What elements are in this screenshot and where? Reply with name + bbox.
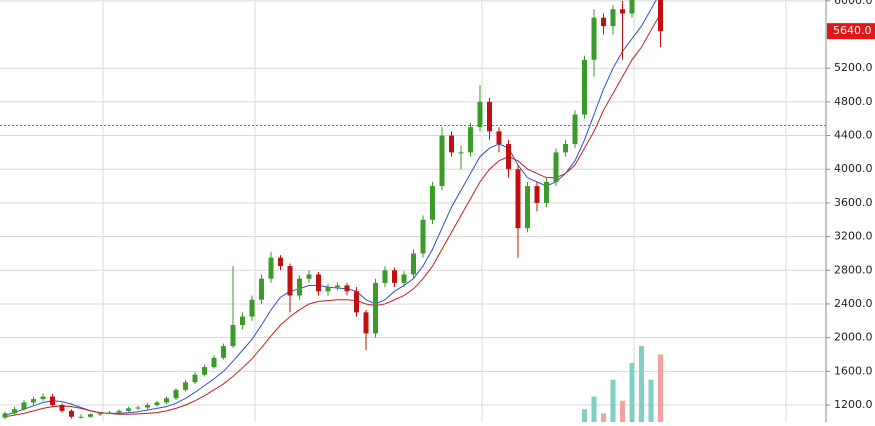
volume-bar xyxy=(629,362,635,422)
candle-body xyxy=(173,389,179,399)
candle-body xyxy=(2,413,8,418)
candle-body xyxy=(230,325,236,347)
y-tick-label: 6000.0 xyxy=(834,0,873,7)
y-tick-label: 5200.0 xyxy=(834,61,873,74)
y-tick-label: 4800.0 xyxy=(834,95,873,108)
average-line xyxy=(4,13,661,418)
candle-body xyxy=(658,0,663,32)
candle-body xyxy=(21,402,27,410)
candle-body xyxy=(620,9,625,14)
candle-body xyxy=(40,396,46,400)
candle-body xyxy=(610,9,616,27)
candle-body xyxy=(458,152,464,154)
candle-body xyxy=(563,143,568,153)
candle-body xyxy=(544,181,549,203)
candle-body xyxy=(363,312,369,334)
grid xyxy=(0,0,826,422)
candle-body xyxy=(420,219,426,254)
y-axis: 1200.0 1600.0 2000.0 2400.0 2800.0 3200.0 3600… xyxy=(826,0,875,411)
candle-body xyxy=(59,404,65,411)
y-tick-label: 4000.0 xyxy=(834,162,873,175)
candle-body xyxy=(430,186,435,220)
volume-bar xyxy=(601,413,606,422)
candle-body xyxy=(211,357,217,368)
candle-body xyxy=(135,407,141,409)
y-tick-label: 2000.0 xyxy=(834,331,873,344)
candle-body xyxy=(534,186,540,203)
volume-bar xyxy=(591,396,597,422)
candle-body xyxy=(183,382,188,390)
candle-body xyxy=(164,398,169,403)
candle-body xyxy=(401,274,407,283)
y-tick-label: 2800.0 xyxy=(834,263,873,276)
y-tick-label: 3600.0 xyxy=(834,196,873,209)
candle-body xyxy=(468,127,473,153)
y-tick-label: 4400.0 xyxy=(834,129,873,142)
candle-body xyxy=(154,402,160,405)
candle-body xyxy=(553,152,559,182)
candle-body xyxy=(69,410,74,417)
volume-bar xyxy=(648,379,654,422)
candle-body xyxy=(591,17,597,60)
candle-body xyxy=(411,253,416,275)
candle-body xyxy=(249,299,255,317)
candle-body xyxy=(221,346,226,358)
candle-body xyxy=(107,412,112,414)
candle-body xyxy=(496,131,502,144)
candle-body xyxy=(392,270,397,283)
candle-body xyxy=(373,282,378,334)
candle-body xyxy=(240,316,245,326)
candle-body xyxy=(192,374,198,383)
candle-body xyxy=(287,266,293,296)
candle-body xyxy=(259,278,264,300)
plot-area xyxy=(0,0,826,422)
candle-body xyxy=(449,135,454,153)
marks xyxy=(0,0,826,422)
candle-body xyxy=(31,399,36,403)
volume-bar xyxy=(582,409,587,422)
volume-bar xyxy=(620,400,625,422)
candle-body xyxy=(316,274,321,292)
candle-body xyxy=(78,416,84,418)
candle-body xyxy=(439,135,445,187)
candle-body xyxy=(572,114,578,144)
candle-body xyxy=(116,410,122,413)
candle-body xyxy=(335,285,340,288)
candle-body xyxy=(325,287,331,292)
candle-body xyxy=(515,169,521,229)
y-tick-label: 1600.0 xyxy=(834,364,873,377)
last-price-box xyxy=(827,23,875,40)
candle-body xyxy=(382,270,388,283)
candle-body xyxy=(88,414,93,417)
candle-body xyxy=(97,413,103,415)
candle-body xyxy=(50,396,55,405)
candle-body xyxy=(629,0,635,14)
y-tick-label: 2400.0 xyxy=(834,297,873,310)
candle-body xyxy=(126,408,131,411)
candle-body xyxy=(12,409,17,414)
candle-body xyxy=(306,274,312,279)
last-price-label: 5640.0 xyxy=(833,24,872,37)
candle-body xyxy=(477,101,483,128)
candle-body xyxy=(601,17,606,27)
candle-body xyxy=(268,257,274,279)
candle-body xyxy=(202,367,207,375)
volume-bar xyxy=(639,346,644,422)
y-tick-label: 3200.0 xyxy=(834,230,873,243)
volume-bar xyxy=(610,379,616,422)
candle-body xyxy=(145,404,150,408)
candle-body xyxy=(344,285,350,292)
candle-body xyxy=(582,59,587,115)
candle-body xyxy=(525,186,530,229)
candle-body xyxy=(506,143,511,170)
y-tick-label: 1200.0 xyxy=(834,398,873,411)
candle-body xyxy=(278,257,283,267)
candle-body xyxy=(354,291,359,313)
candle-body xyxy=(487,101,492,132)
candle-body xyxy=(297,278,302,296)
volume-bar xyxy=(658,354,663,422)
